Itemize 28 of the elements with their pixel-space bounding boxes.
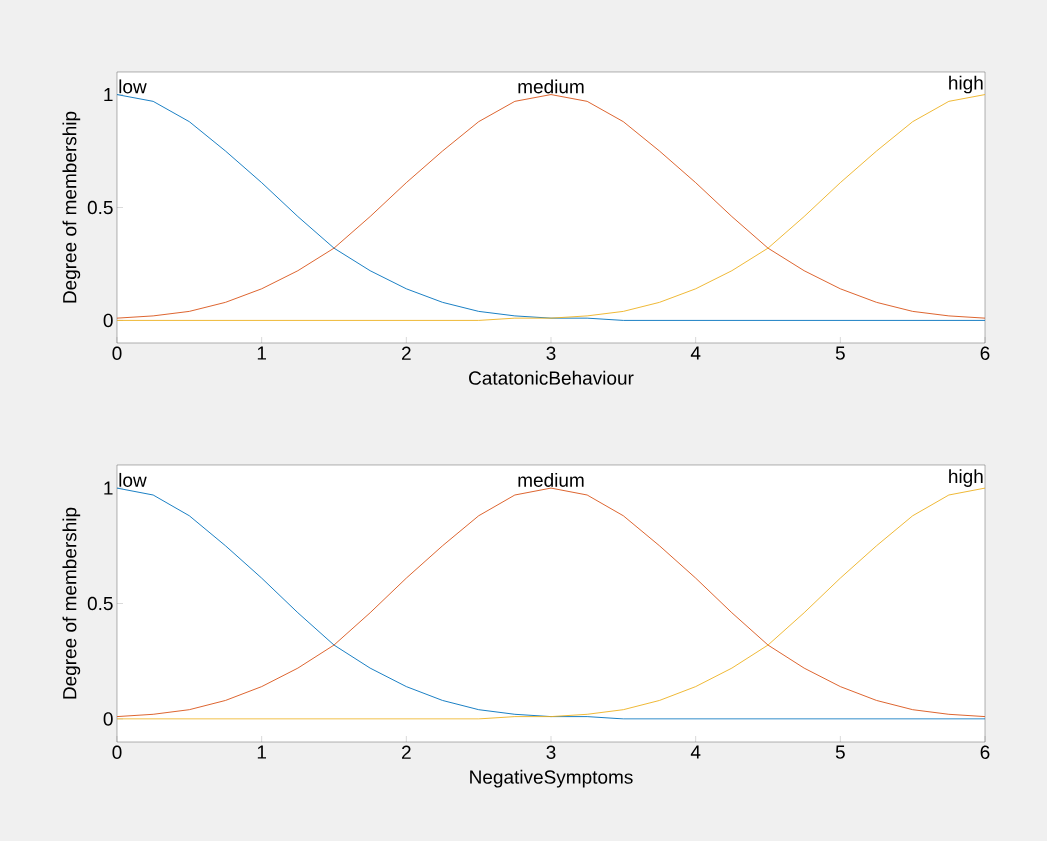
y-tick-label: 1 [104,88,113,102]
series-label: low [119,472,147,487]
y-tick-label: 0.5 [87,200,113,215]
y-axis-title: Degree of membership [62,111,81,303]
x-tick-label: 2 [402,346,411,360]
x-tick-label: 1 [257,745,267,759]
series-label: high [949,75,983,94]
x-tick-label: 3 [546,745,556,759]
y-tick-label: 0 [103,712,113,726]
y-tick-label: 0.5 [87,596,113,611]
x-tick-label: 4 [690,745,701,759]
x-tick-label: 5 [835,745,845,759]
y-tick-label: 1 [104,481,113,495]
x-tick-label: 5 [835,346,845,360]
series-label: medium [518,472,584,487]
x-tick-label: 2 [402,745,411,759]
x-tick-label: 4 [690,346,701,360]
x-axis-title: CatatonicBehaviour [469,370,634,385]
y-tick-label: 0 [103,313,113,328]
x-axis-title: NegativeSymptoms [470,769,633,788]
series-label: low [119,79,147,94]
x-tick-label: 3 [546,346,556,360]
series-label: high [949,469,983,487]
x-tick-label: 6 [980,346,990,360]
x-tick-label: 6 [980,745,990,759]
y-axis-title: Degree of membership [62,507,81,699]
x-tick-label: 1 [257,346,267,360]
series-label: medium [518,79,584,94]
